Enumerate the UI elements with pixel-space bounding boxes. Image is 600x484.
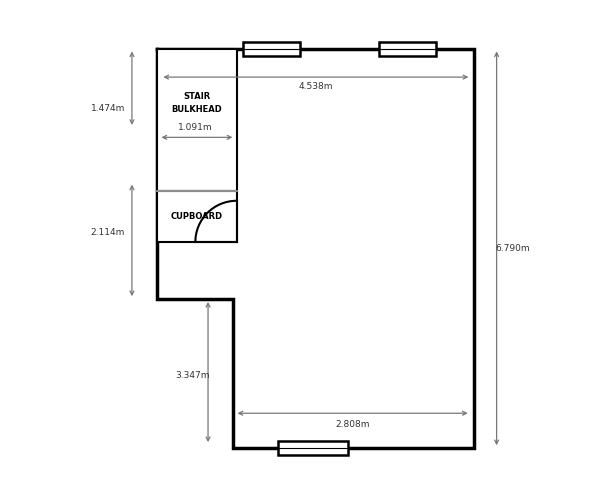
Text: 1.091m: 1.091m: [178, 123, 212, 132]
Bar: [157, 191, 236, 242]
Bar: [157, 48, 236, 191]
Bar: [278, 441, 347, 455]
Text: 2.114m: 2.114m: [91, 228, 125, 237]
Text: 3.347m: 3.347m: [175, 371, 209, 379]
Text: 2.808m: 2.808m: [335, 420, 370, 428]
Text: 1.474m: 1.474m: [91, 105, 125, 113]
Bar: [379, 42, 436, 56]
Bar: [243, 42, 300, 56]
Text: 4.538m: 4.538m: [299, 82, 333, 91]
Text: CUPBOARD: CUPBOARD: [171, 212, 223, 221]
Text: STAIR
BULKHEAD: STAIR BULKHEAD: [172, 92, 223, 114]
Text: 6.790m: 6.790m: [495, 244, 530, 253]
